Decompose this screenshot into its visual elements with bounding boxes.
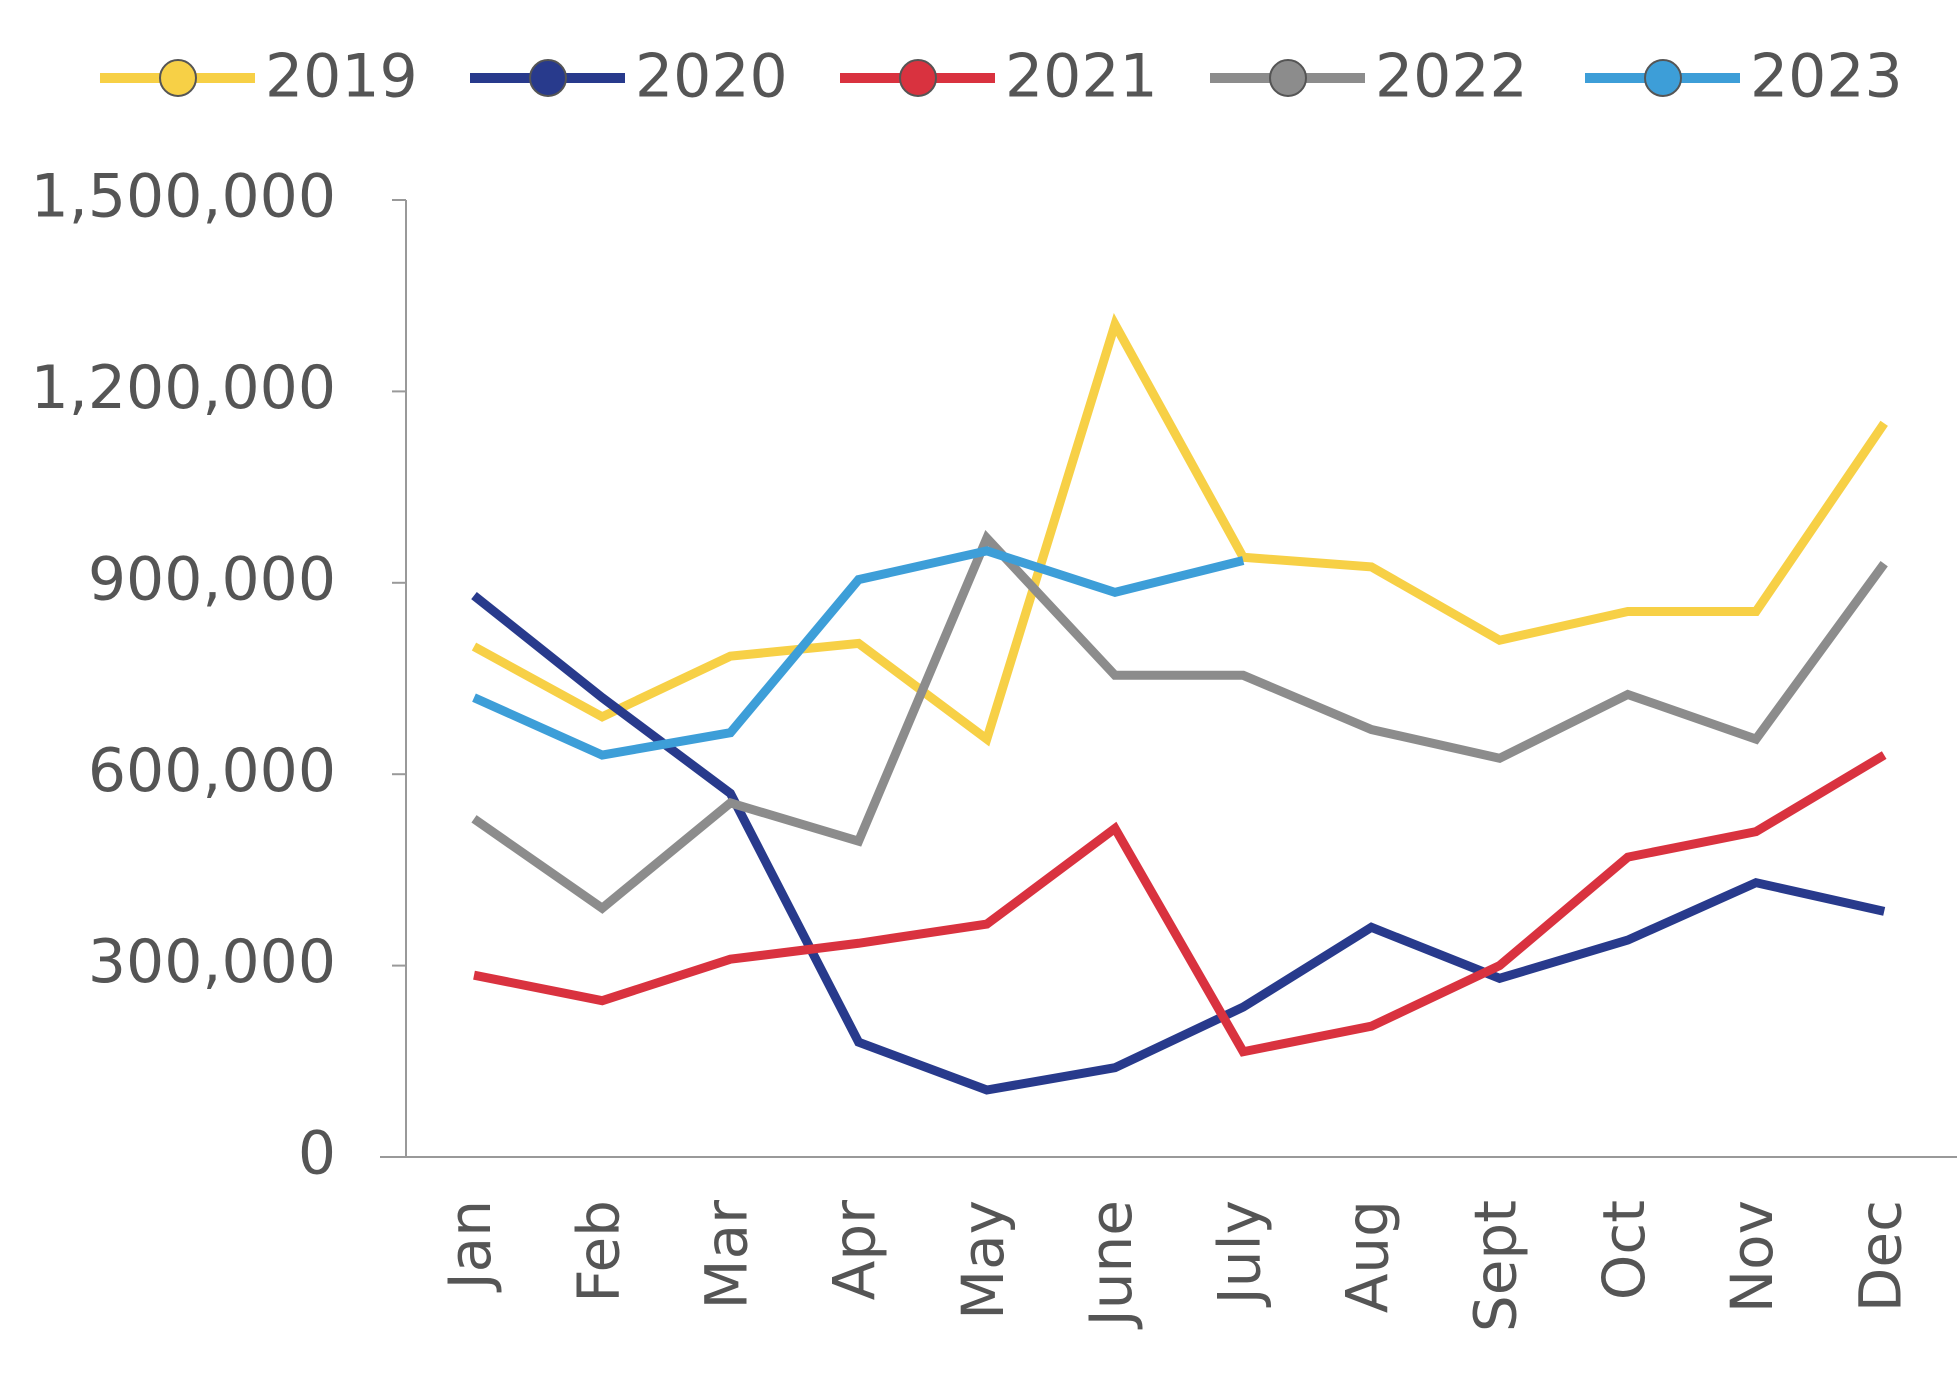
legend-marker xyxy=(529,59,567,97)
series-line xyxy=(471,592,1886,1095)
series-line xyxy=(472,546,1245,760)
x-tick-label: Jan xyxy=(436,1200,504,1292)
legend-marker xyxy=(1269,59,1307,97)
x-tick-label: Feb xyxy=(564,1200,632,1303)
x-tick-label: Mar xyxy=(693,1200,761,1310)
y-tick-label: 0 xyxy=(298,1119,336,1189)
legend-marker xyxy=(899,59,937,97)
legend-label: 2021 xyxy=(1005,42,1158,112)
y-tick-label: 1,500,000 xyxy=(31,162,336,232)
series-line xyxy=(473,751,1887,1057)
y-tick-label: 1,200,000 xyxy=(31,353,336,423)
x-tick-label: May xyxy=(949,1200,1017,1320)
x-tick-label: Apr xyxy=(821,1200,889,1300)
y-tick-label: 300,000 xyxy=(88,927,336,997)
legend-label: 2023 xyxy=(1750,42,1903,112)
x-tick-label: Aug xyxy=(1334,1200,1402,1313)
x-tick-label: July xyxy=(1205,1200,1273,1307)
x-tick-label: Oct xyxy=(1590,1200,1658,1300)
legend-label: 2020 xyxy=(635,42,788,112)
series-line xyxy=(471,530,1888,914)
x-tick-label: Sept xyxy=(1462,1200,1530,1332)
x-tick-label: Dec xyxy=(1846,1200,1914,1312)
legend-marker xyxy=(1644,59,1682,97)
legend-item: 2022 xyxy=(1210,42,1528,112)
legend-label: 2022 xyxy=(1375,42,1528,112)
y-tick-label: 600,000 xyxy=(88,736,336,806)
legend-marker xyxy=(159,59,197,97)
legend-item: 2019 xyxy=(100,42,418,112)
x-tick-label: June xyxy=(1077,1200,1145,1329)
legend-item: 2023 xyxy=(1585,42,1903,112)
legend-item: 2021 xyxy=(840,42,1158,112)
legend-label: 2019 xyxy=(265,42,418,112)
y-tick-label: 900,000 xyxy=(88,544,336,614)
x-tick-label: Nov xyxy=(1718,1200,1786,1313)
series-line xyxy=(471,312,1888,747)
legend-item: 2020 xyxy=(470,42,788,112)
